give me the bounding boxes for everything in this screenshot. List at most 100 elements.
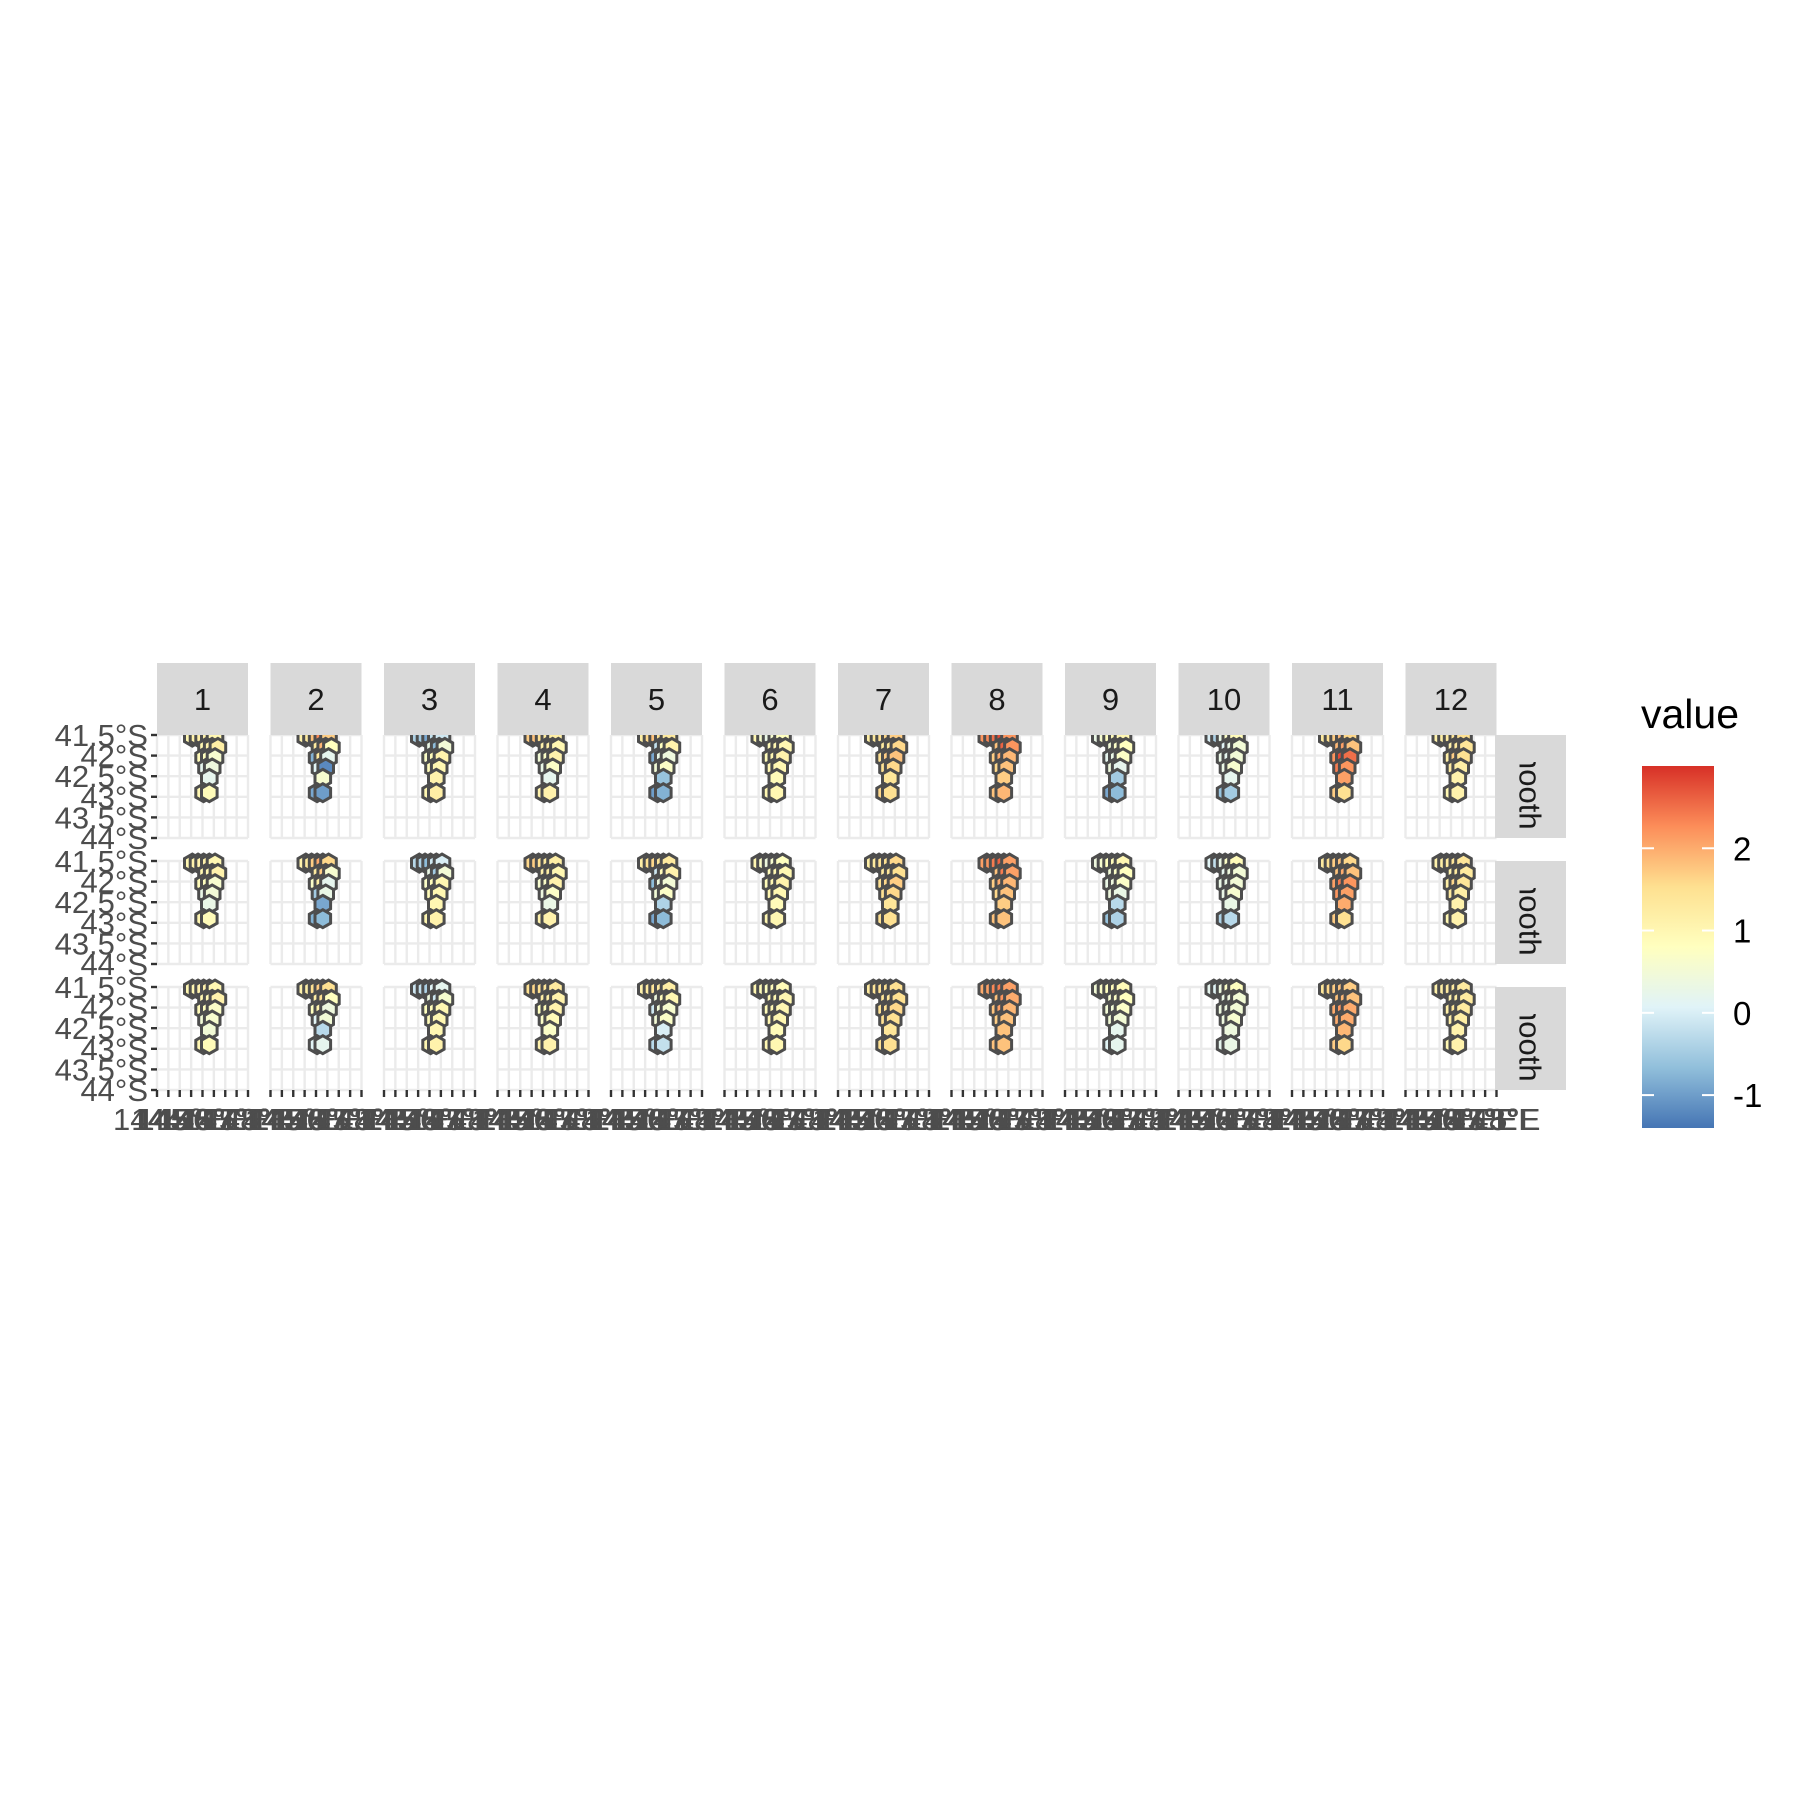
panel-8-row-3 [950, 978, 1044, 1092]
hex-cell-h16 [654, 1033, 673, 1056]
facet-strip-12: 12 [1405, 663, 1497, 735]
hex-cell-h16 [994, 781, 1014, 804]
hex-cell-h16 [1108, 781, 1127, 804]
x-tick-label: 147.5°E [522, 1102, 633, 1137]
x-tick-label: 144.5°E [567, 1102, 678, 1137]
x-tick-label: 144 [472, 1102, 524, 1137]
panel-2-row-1 [269, 726, 363, 840]
panel-7-row-3 [836, 978, 931, 1092]
x-tick-label: 146°E [1182, 1102, 1267, 1137]
x-tick-label: 144.5°E [1362, 1102, 1473, 1137]
legend-label: 0 [1733, 995, 1751, 1032]
hex-cell-h16 [313, 781, 333, 804]
x-tick-label: 145.5°E [136, 1102, 247, 1137]
x-tick-label: 146°E [387, 1102, 472, 1137]
panel-5-row-1 [609, 726, 704, 840]
x-tick-label: 144 [1039, 1102, 1091, 1137]
row-strip-3: mooth [1495, 987, 1566, 1090]
legend-label: 2 [1733, 830, 1751, 867]
panel-9-row-2 [1063, 852, 1158, 966]
strip-label: 8 [988, 682, 1005, 717]
x-tick-label: 147°E [864, 1102, 949, 1137]
x-tick-label: 145°E [591, 1102, 676, 1137]
panel-3-row-1 [382, 726, 477, 840]
facet-strip-5: 5 [611, 663, 702, 735]
y-tick-label: 41.5°S [55, 844, 148, 879]
panel-1-row-1 [155, 726, 250, 840]
x-tick-label: 146.5°E [1067, 1102, 1178, 1137]
facet-strip-11: 11 [1292, 663, 1383, 735]
x-tick-label: 146°E [160, 1102, 245, 1137]
legend-colorbar [1642, 766, 1714, 1128]
hex-cell-h16 [1448, 781, 1468, 804]
x-tick-label: 144 [1266, 1102, 1318, 1137]
facet-strip-4: 4 [497, 663, 589, 735]
y-tick-label: 43°S [80, 906, 148, 941]
x-tick-label: 145°E [1159, 1102, 1244, 1137]
strip-background [384, 663, 475, 735]
x-tick-label: 146°E [955, 1102, 1040, 1137]
panel-4-row-2 [496, 852, 590, 966]
facet-strip-1: 1 [157, 663, 248, 735]
x-tick-label: 147°E [410, 1102, 495, 1137]
x-tick-label: 146°E [728, 1102, 813, 1137]
x-tick-label: 145.5°E [363, 1102, 474, 1137]
hex-cell-h16 [1108, 907, 1127, 930]
x-tick-label: 145°E [1272, 1102, 1357, 1137]
strip-background [724, 663, 816, 735]
y-tick-label: 43.5°S [55, 926, 148, 961]
x-tick-label: 144 [926, 1102, 978, 1137]
x-tick-label: 146°E [501, 1102, 586, 1137]
hex-cell-h16 [1335, 907, 1354, 930]
row-strip-1: mooth [1495, 735, 1566, 838]
legend-label: -1 [1733, 1077, 1762, 1114]
row-strip-2: mooth [1495, 861, 1566, 964]
hex-cell-h16 [1448, 1033, 1468, 1056]
x-tick-label: 146°E [1409, 1102, 1494, 1137]
x-tick-label: 144.5°E [1021, 1102, 1132, 1137]
x-tick-label: 145.5°E [930, 1102, 1041, 1137]
panel-11-row-2 [1290, 852, 1385, 966]
strip-label: 11 [1321, 682, 1353, 717]
hex-cell-h16 [200, 781, 219, 804]
hex-cell-h16 [767, 1033, 787, 1056]
x-tick-label: 144 [699, 1102, 751, 1137]
x-tick-label: 147.5°E [1430, 1102, 1541, 1137]
panel-4-row-3 [496, 978, 590, 1092]
hex-cell-h16 [1221, 1033, 1241, 1056]
x-tick-label: 145°E [705, 1102, 790, 1137]
y-tick-label: 44°S [80, 947, 148, 982]
hex-cell-h16 [1221, 781, 1241, 804]
y-tick-label: 42°S [80, 991, 148, 1026]
hex-cell-h16 [427, 1033, 446, 1056]
hex-cell-h16 [540, 1033, 560, 1056]
x-tick-label: 145°E [818, 1102, 903, 1137]
strip-background [611, 663, 702, 735]
x-tick-label: 145°E [137, 1102, 222, 1137]
panel-3-row-2 [382, 852, 477, 966]
strip-background [270, 663, 362, 735]
hex-cell-h16 [200, 1033, 219, 1056]
x-tick-label: 144.5°E [340, 1102, 451, 1137]
x-tick-label: 144.5°E [908, 1102, 1019, 1137]
x-tick-label: 146.5°E [1294, 1102, 1405, 1137]
x-tick-label: 144.5°E [681, 1102, 792, 1137]
x-tick-label: 145°E [478, 1102, 563, 1137]
x-tick-label: 148°E [1000, 1102, 1085, 1137]
strip-label: 3 [421, 682, 438, 717]
x-axis: 144144.5°E145°E145.5°E146°E146.5°E147°E1… [113, 1090, 1540, 1137]
x-tick-label: 144 [131, 1102, 183, 1137]
panel-7-row-1 [836, 726, 931, 840]
y-tick-label: 43.5°S [55, 1052, 148, 1087]
y-axis: 41.5°S42°S42.5°S43°S43.5°S44°S41.5°S42°S… [55, 718, 157, 1108]
facet-strip-9: 9 [1065, 663, 1156, 735]
x-tick-label: 146.5°E [1180, 1102, 1291, 1137]
panel-2-row-2 [269, 852, 363, 966]
strip-label: 6 [761, 682, 778, 717]
panel-6-row-3 [723, 978, 817, 1092]
x-tick-label: 147.5°E [749, 1102, 860, 1137]
strip-label: 4 [534, 682, 551, 717]
y-tick-label: 42°S [80, 865, 148, 900]
strip-background [1178, 663, 1270, 735]
